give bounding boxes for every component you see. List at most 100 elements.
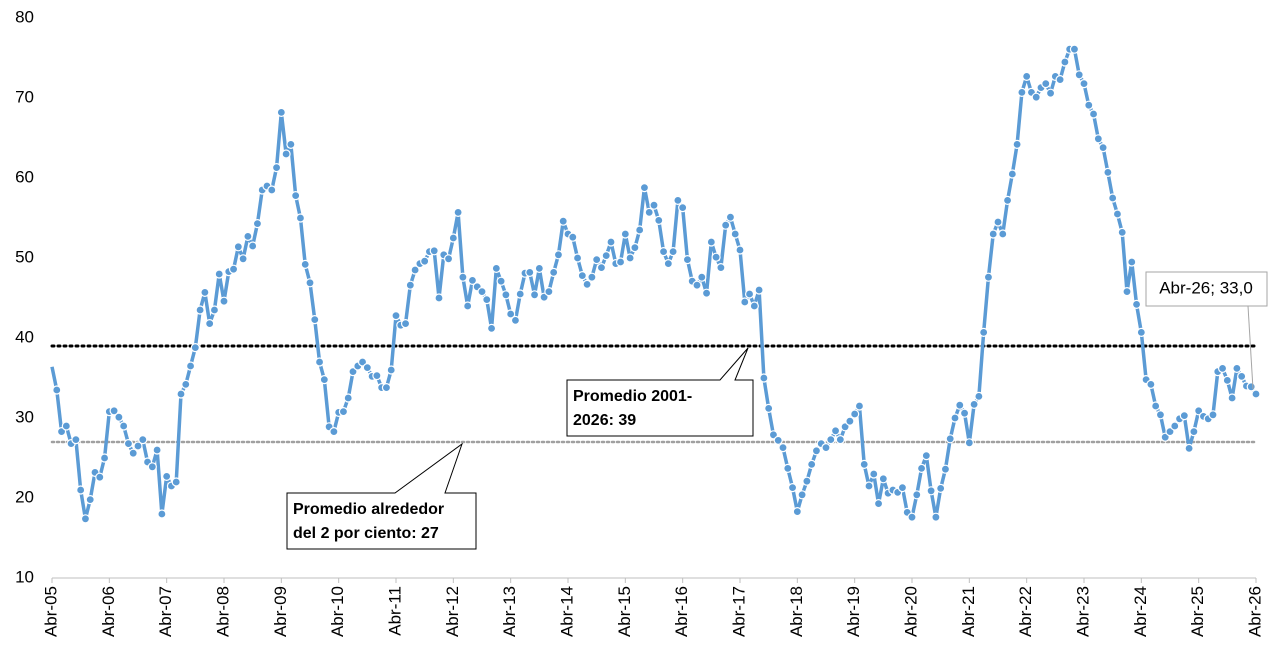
marker	[1108, 193, 1118, 203]
marker	[1246, 382, 1256, 392]
marker	[792, 507, 802, 517]
marker	[1227, 393, 1237, 403]
marker	[587, 272, 597, 282]
y-tick-label: 40	[15, 327, 34, 346]
marker	[233, 242, 243, 252]
marker	[697, 272, 707, 282]
marker	[467, 275, 478, 285]
marker	[572, 253, 583, 263]
marker	[931, 512, 941, 522]
x-tick-label: Abr-07	[156, 586, 175, 637]
marker	[744, 289, 755, 299]
callout: Promedio 2001- 2026: 39	[566, 347, 754, 437]
marker	[338, 407, 349, 417]
marker	[821, 443, 831, 453]
marker	[1045, 88, 1056, 98]
marker	[99, 453, 110, 463]
callout-text: Promedio alrededor	[293, 501, 444, 518]
marker	[525, 267, 535, 277]
marker	[343, 393, 353, 403]
marker	[692, 280, 702, 290]
marker	[243, 231, 253, 241]
marker	[119, 421, 129, 431]
y-tick-label: 50	[15, 247, 34, 266]
marker	[434, 293, 444, 303]
marker	[998, 229, 1008, 239]
marker	[171, 477, 181, 487]
marker	[601, 251, 611, 261]
x-tick-label: Abr-22	[1016, 586, 1035, 637]
y-tick-label: 30	[15, 407, 34, 426]
marker	[869, 469, 879, 479]
marker	[1098, 143, 1108, 153]
x-tick-label: Abr-17	[729, 586, 748, 637]
marker	[238, 254, 248, 264]
marker	[606, 237, 616, 247]
marker	[128, 448, 138, 458]
x-tick-label: Abr-12	[443, 586, 462, 637]
x-tick-label: Abr-10	[328, 586, 347, 637]
marker	[1184, 443, 1194, 453]
y-tick-label: 60	[15, 167, 34, 186]
marker	[1093, 134, 1103, 144]
marker	[410, 265, 420, 275]
marker	[219, 296, 229, 306]
marker	[592, 255, 602, 265]
marker	[458, 272, 468, 282]
marker	[1002, 195, 1013, 205]
marker	[71, 435, 81, 445]
x-tick-label: Abr-24	[1131, 586, 1150, 637]
marker	[845, 416, 855, 426]
marker	[453, 207, 463, 217]
marker	[267, 185, 277, 195]
marker	[811, 446, 822, 456]
marker	[873, 499, 884, 509]
marker	[372, 371, 382, 381]
marker	[783, 463, 793, 473]
marker	[391, 311, 401, 321]
marker	[993, 217, 1003, 227]
marker	[802, 476, 812, 486]
marker	[673, 195, 683, 205]
x-tick-label: Abr-23	[1073, 586, 1092, 637]
marker	[152, 445, 162, 455]
marker	[510, 315, 521, 325]
x-tick-label: Abr-21	[959, 586, 978, 637]
callout-text: del 2 por ciento: 27	[293, 525, 439, 542]
marker	[1031, 92, 1041, 102]
marker	[764, 403, 774, 413]
marker	[214, 269, 224, 279]
marker	[916, 463, 927, 473]
marker	[1084, 100, 1094, 110]
marker	[835, 435, 845, 445]
marker	[1232, 363, 1242, 373]
marker	[826, 435, 836, 445]
marker	[988, 229, 998, 239]
series-line	[50, 47, 1258, 521]
marker	[1060, 57, 1070, 67]
marker	[955, 400, 965, 410]
marker	[501, 290, 511, 300]
marker	[314, 357, 325, 367]
marker	[1012, 139, 1022, 149]
x-tick-label: Abr-13	[500, 586, 519, 637]
x-tick-label: Abr-05	[41, 586, 60, 637]
marker	[381, 383, 392, 393]
marker	[706, 237, 716, 247]
marker	[950, 413, 960, 423]
marker	[515, 289, 525, 299]
marker	[80, 514, 91, 524]
x-tick-label: Abr-09	[271, 586, 290, 637]
marker	[635, 225, 645, 235]
marker	[276, 107, 286, 118]
marker	[162, 471, 172, 481]
marker	[807, 459, 817, 469]
marker	[429, 246, 439, 256]
marker	[76, 485, 86, 495]
marker	[936, 483, 946, 493]
marker	[529, 290, 540, 300]
marker	[1237, 371, 1247, 381]
marker	[195, 305, 205, 315]
marker	[630, 243, 640, 253]
marker	[553, 250, 564, 260]
